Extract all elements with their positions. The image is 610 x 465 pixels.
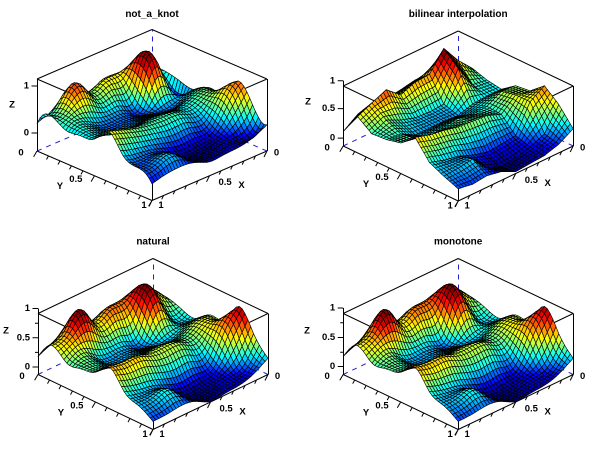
svg-text:natural: natural <box>136 237 170 248</box>
svg-text:0: 0 <box>274 148 279 159</box>
svg-text:1: 1 <box>465 201 471 212</box>
svg-text:0.5: 0.5 <box>375 172 389 183</box>
svg-text:Y: Y <box>363 179 370 190</box>
svg-text:0.5: 0.5 <box>525 175 539 186</box>
svg-text:1: 1 <box>158 200 164 211</box>
svg-text:1: 1 <box>141 200 147 211</box>
svg-text:1: 1 <box>159 429 165 440</box>
svg-text:Z: Z <box>304 326 310 337</box>
svg-text:X: X <box>239 407 246 418</box>
svg-text:0: 0 <box>580 143 585 154</box>
svg-text:0.5: 0.5 <box>322 103 336 114</box>
svg-text:1: 1 <box>448 201 454 212</box>
svg-text:1: 1 <box>25 303 31 314</box>
svg-text:0.5: 0.5 <box>525 404 539 415</box>
svg-text:1: 1 <box>330 303 336 314</box>
svg-text:0: 0 <box>330 361 335 372</box>
svg-text:0: 0 <box>19 371 24 382</box>
svg-text:X: X <box>238 180 245 191</box>
svg-text:0: 0 <box>325 371 330 382</box>
svg-text:X: X <box>545 407 552 418</box>
svg-text:0: 0 <box>580 371 585 382</box>
svg-text:X: X <box>545 178 552 189</box>
svg-text:bilinear interpolation: bilinear interpolation <box>409 9 508 20</box>
svg-text:1: 1 <box>142 429 148 440</box>
svg-text:0.5: 0.5 <box>17 332 31 343</box>
svg-text:Y: Y <box>57 181 64 192</box>
svg-text:0: 0 <box>25 362 30 373</box>
svg-text:0: 0 <box>325 143 330 154</box>
svg-text:not_a_knot: not_a_knot <box>125 9 179 20</box>
svg-text:1: 1 <box>330 75 336 86</box>
svg-text:0.5: 0.5 <box>69 174 83 185</box>
svg-text:Y: Y <box>58 408 65 419</box>
svg-text:0.5: 0.5 <box>219 404 233 415</box>
svg-text:0: 0 <box>18 148 23 159</box>
svg-text:Z: Z <box>305 97 311 108</box>
svg-text:Y: Y <box>363 408 370 419</box>
svg-text:0: 0 <box>24 128 29 139</box>
svg-text:Z: Z <box>3 326 9 337</box>
svg-text:0.5: 0.5 <box>375 401 389 412</box>
svg-text:1: 1 <box>448 429 454 440</box>
svg-text:Z: Z <box>9 100 15 111</box>
svg-text:0: 0 <box>330 133 335 144</box>
svg-text:1: 1 <box>465 429 471 440</box>
svg-text:monotone: monotone <box>434 237 483 248</box>
svg-text:0.5: 0.5 <box>322 332 336 343</box>
svg-text:0.5: 0.5 <box>218 177 232 188</box>
svg-text:0.5: 0.5 <box>70 401 84 412</box>
svg-text:1: 1 <box>24 81 30 92</box>
svg-text:0: 0 <box>275 371 280 382</box>
